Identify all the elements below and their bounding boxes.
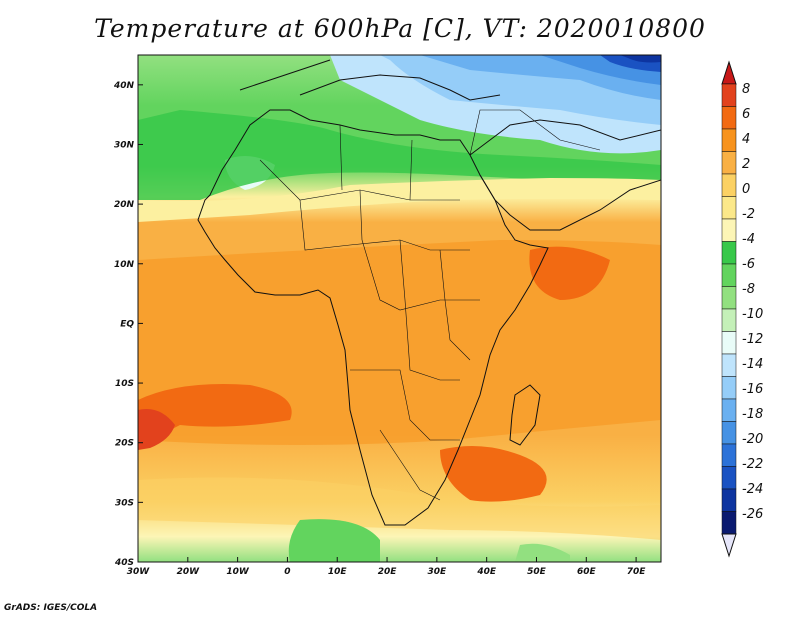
colorbar: 8 6 4 2 0 -2 -4 -6 -8 -10 -12 -14 -16 -18 -20 -22 -24 -26 bbox=[721, 60, 763, 558]
colorbar-label: 4 bbox=[742, 132, 750, 147]
colorbar-swatch bbox=[721, 218, 737, 242]
temperature-field bbox=[138, 55, 661, 562]
colorbar-swatch bbox=[721, 196, 737, 220]
colorbar-label: -12 bbox=[742, 332, 763, 347]
colorbar-label: -10 bbox=[742, 307, 763, 322]
colorbar-swatch bbox=[721, 241, 737, 265]
colorbar-swatch bbox=[721, 331, 737, 355]
lon-tick-label: 10W bbox=[226, 567, 250, 577]
colorbar-label: 6 bbox=[742, 107, 750, 122]
colorbar-top-arrow bbox=[721, 60, 737, 85]
colorbar-label: -24 bbox=[742, 482, 763, 497]
coastlines bbox=[197, 59, 661, 526]
colorbar-swatch bbox=[721, 106, 737, 130]
colorbar-swatch bbox=[721, 83, 737, 107]
colorbar-swatch bbox=[721, 511, 737, 535]
lat-tick-label: 10S bbox=[115, 379, 134, 389]
lon-tick-label: 30W bbox=[127, 567, 151, 577]
colorbar-label: -18 bbox=[742, 407, 763, 422]
colorbar-label: 2 bbox=[742, 157, 750, 172]
colorbar-swatch bbox=[721, 466, 737, 490]
lat-tick-label: EQ bbox=[120, 319, 134, 329]
lon-tick-label: 10E bbox=[328, 567, 348, 577]
lat-tick-label: 40N bbox=[113, 81, 135, 91]
lon-tick-label: 0 bbox=[284, 567, 290, 577]
colorbar-label: -8 bbox=[742, 282, 755, 297]
colorbar-swatch bbox=[721, 443, 737, 467]
lat-tick-label: 30N bbox=[114, 140, 135, 150]
colorbar-swatch bbox=[721, 173, 737, 197]
country-borders bbox=[259, 109, 601, 501]
map-frame bbox=[137, 54, 662, 563]
colorbar-swatch bbox=[721, 488, 737, 512]
colorbar-label: -6 bbox=[742, 257, 755, 272]
lat-tick-label: 20S bbox=[115, 439, 134, 449]
colorbar-swatch bbox=[721, 398, 737, 422]
chart-title: Temperature at 600hPa [C], VT: 202001080… bbox=[94, 14, 706, 43]
colorbar-label: -26 bbox=[742, 507, 763, 522]
colorbar-swatch bbox=[721, 353, 737, 377]
colorbar-label: -2 bbox=[742, 207, 755, 222]
lon-tick-label: 20E bbox=[378, 567, 398, 577]
colorbar-label: 8 bbox=[742, 82, 750, 97]
credit-text: GrADS: IGES/COLA bbox=[4, 603, 98, 613]
colorbar-bottom-arrow bbox=[721, 533, 737, 558]
lat-tick-label: 10N bbox=[114, 260, 135, 270]
lat-tick-label: 40S bbox=[114, 558, 134, 568]
lon-tick-label: 50E bbox=[527, 567, 547, 577]
colorbar-label: -14 bbox=[742, 357, 763, 372]
lat-tick-label: 20N bbox=[114, 200, 135, 210]
colorbar-label: -4 bbox=[742, 232, 755, 247]
lat-tick-label: 30S bbox=[115, 498, 134, 508]
lon-tick-label: 30E bbox=[428, 567, 448, 577]
latitude-ticks: 40N 30N 20N 10N EQ 10S 20S 30S 40S bbox=[113, 81, 143, 568]
longitude-ticks: 30W 20W 10W 0 10E 20E 30E 40E 50E 60E 70E bbox=[127, 557, 647, 577]
colorbar-label: -22 bbox=[742, 457, 763, 472]
colorbar-swatch bbox=[721, 308, 737, 332]
colorbar-label: -20 bbox=[742, 432, 763, 447]
colorbar-label: -16 bbox=[742, 382, 763, 397]
lon-tick-label: 20W bbox=[177, 567, 201, 577]
colorbar-label: 0 bbox=[742, 182, 750, 197]
colorbar-swatch bbox=[721, 286, 737, 310]
colorbar-swatch bbox=[721, 263, 737, 287]
colorbar-swatch bbox=[721, 376, 737, 400]
colorbar-swatch bbox=[721, 128, 737, 152]
colorbar-swatch bbox=[721, 421, 737, 445]
lon-tick-label: 60E bbox=[577, 567, 597, 577]
lon-tick-label: 40E bbox=[476, 567, 497, 577]
colorbar-swatch bbox=[721, 151, 737, 175]
lon-tick-label: 70E bbox=[627, 567, 647, 577]
